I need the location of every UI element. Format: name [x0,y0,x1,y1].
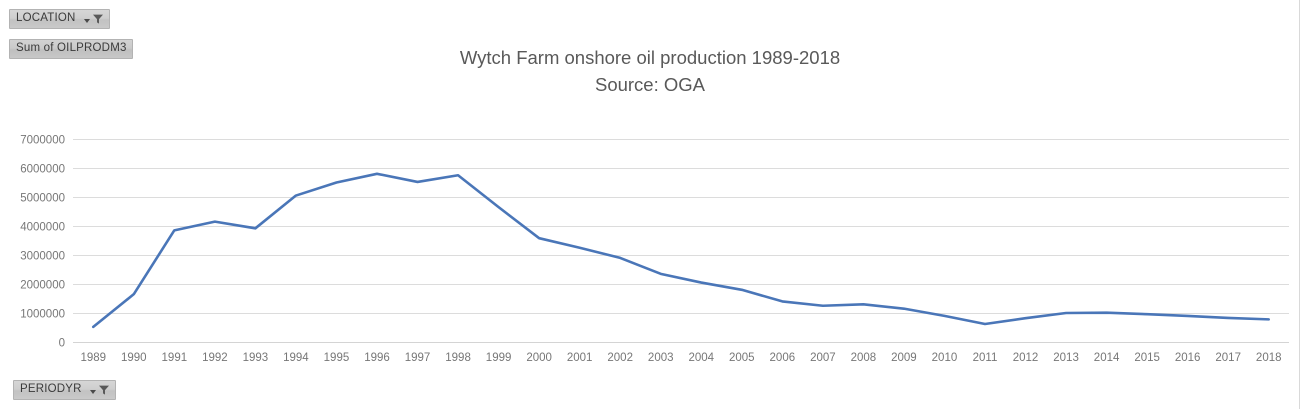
x-axis-tick-labels: 1989 1990 1991 1992 1993 1994 1995 1996 1997 1998… [80,352,1281,364]
y-axis-tick-label: 7000000 [20,135,65,147]
x-axis-tick-label: 1997 [405,352,431,364]
x-axis-tick-label: 2012 [1013,352,1039,364]
values-field-button[interactable]: Sum of OILPRODM3 [9,39,133,59]
x-axis-tick-label: 2005 [729,352,755,364]
y-axis-tick-label: 2000000 [20,280,65,292]
x-axis-tick-label: 2016 [1175,352,1201,364]
y-axis-tick-labels: 0 1000000 2000000 3000000 4000000 5000000 6000… [20,135,65,350]
funnel-icon [98,384,110,396]
x-axis-tick-label: 1991 [162,352,188,364]
y-axis-tick-label: 6000000 [20,164,65,176]
x-axis-tick-label: 2002 [607,352,633,364]
x-axis-tick-label: 2014 [1094,352,1120,364]
x-axis-tick-label: 1996 [364,352,390,364]
x-axis-tick-label: 2008 [851,352,877,364]
values-field-label: Sum of OILPRODM3 [16,42,127,54]
x-axis-tick-label: 1993 [243,352,269,364]
y-axis-tick-label: 1000000 [20,309,65,321]
chart-subtitle: Source: OGA [594,74,705,95]
periodyr-filter-label: PERIODYR [20,383,82,395]
periodyr-filter-button[interactable]: PERIODYR [13,380,116,400]
x-axis-tick-label: 1998 [445,352,471,364]
x-axis-tick-label: 2017 [1215,352,1241,364]
chevron-down-icon [83,18,90,23]
x-axis-tick-label: 2015 [1134,352,1160,364]
x-axis-tick-label: 2006 [770,352,796,364]
x-axis-tick-label: 1995 [324,352,350,364]
y-axis-tick-label: 5000000 [20,193,65,205]
x-axis-tick-label: 2000 [526,352,552,364]
data-series [91,172,1271,329]
x-axis-tick-label: 2001 [567,352,593,364]
x-axis-tick-label: 2018 [1256,352,1282,364]
x-axis-tick-label: 2003 [648,352,674,364]
x-axis-tick-label: 2010 [932,352,958,364]
x-axis-tick-label: 1990 [121,352,147,364]
x-axis-tick-label: 1999 [486,352,512,364]
y-axis-tick-label: 0 [59,338,65,350]
y-axis-tick-label: 3000000 [20,251,65,263]
y-axis-tick-label: 4000000 [20,222,65,234]
x-axis-tick-label: 2004 [688,352,714,364]
location-filter-button[interactable]: LOCATION [9,9,110,29]
series-line [91,172,1271,329]
x-axis-tick-label: 2009 [891,352,917,364]
x-axis-tick-label: 1989 [80,352,106,364]
x-axis-tick-label: 1992 [202,352,228,364]
location-filter-label: LOCATION [16,12,76,24]
x-axis-tick-label: 1994 [283,352,309,364]
x-axis-tick-label: 2011 [973,352,998,364]
funnel-icon [92,13,104,25]
chevron-down-icon [89,389,96,394]
x-axis-tick-label: 2013 [1053,352,1079,364]
x-axis-tick-label: 2007 [810,352,836,364]
chart-title: Wytch Farm onshore oil production 1989-2… [459,47,841,68]
